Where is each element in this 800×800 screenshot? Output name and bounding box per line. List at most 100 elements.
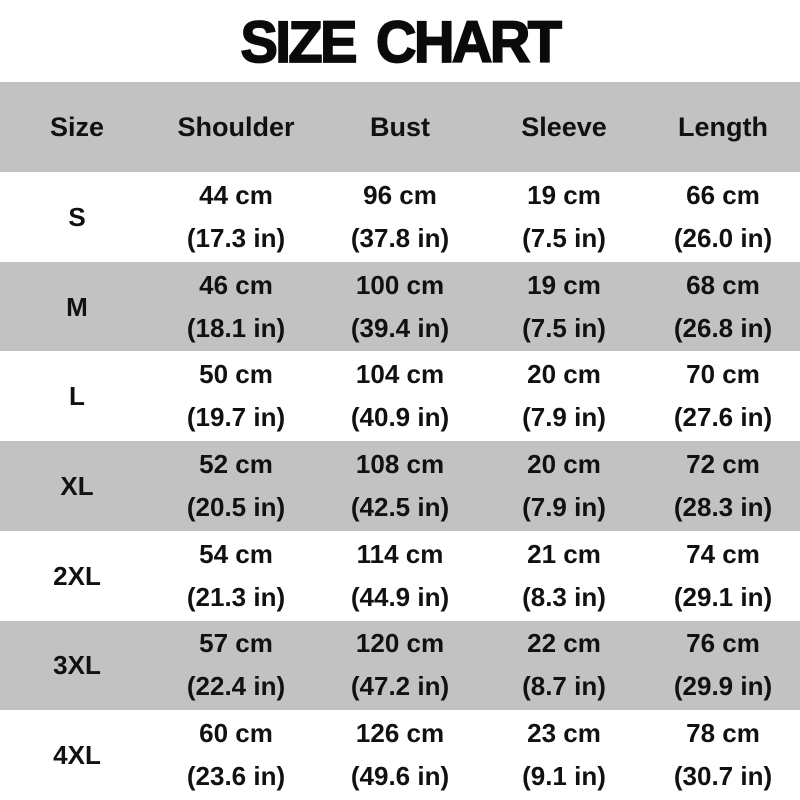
bust-cm-value: 120 cm	[355, 628, 445, 659]
bust-in-value: (39.4 in)	[350, 312, 450, 343]
sleeve-cm-value: 22 cm	[527, 628, 601, 659]
sleeve-in-value: (7.5 in)	[522, 222, 606, 253]
size-label: 4XL	[53, 740, 101, 771]
length-in-value: (27.6 in)	[673, 402, 773, 433]
size-label: L	[69, 381, 85, 412]
length-in-value: (26.0 in)	[673, 222, 773, 253]
shoulder-cm-value: 60 cm	[199, 718, 273, 749]
sleeve-cell: 23 cm (9.1 in)	[482, 710, 646, 800]
shoulder-cell: 46 cm (18.1 in)	[154, 262, 318, 352]
sleeve-cm-value: 19 cm	[527, 179, 601, 210]
bust-cell: 108 cm (42.5 in)	[318, 441, 482, 531]
bust-in-value: (47.2 in)	[350, 671, 450, 702]
table-body: S 44 cm (17.3 in) 96 cm (37.8 in) 19 cm …	[0, 172, 800, 800]
length-cell: 72 cm (28.3 in)	[646, 441, 800, 531]
length-cm-value: 74 cm	[686, 538, 760, 569]
table-row: XL 52 cm (20.5 in) 108 cm (42.5 in) 20 c…	[0, 441, 800, 531]
bust-in-value: (37.8 in)	[350, 222, 450, 253]
bust-cell: 104 cm (40.9 in)	[318, 351, 482, 441]
page-title: SIZE CHART	[240, 7, 563, 74]
length-cell: 68 cm (26.8 in)	[646, 262, 800, 352]
length-cell: 74 cm (29.1 in)	[646, 531, 800, 621]
shoulder-cell: 60 cm (23.6 in)	[154, 710, 318, 800]
shoulder-in-value: (22.4 in)	[186, 671, 286, 702]
length-cm-value: 72 cm	[686, 449, 760, 480]
bust-cm-value: 104 cm	[355, 359, 445, 390]
shoulder-cm-value: 44 cm	[199, 179, 273, 210]
table-row: M 46 cm (18.1 in) 100 cm (39.4 in) 19 cm…	[0, 261, 800, 352]
length-cm-value: 68 cm	[686, 269, 760, 300]
bust-in-value: (42.5 in)	[350, 492, 450, 523]
size-label: XL	[60, 471, 94, 502]
length-in-value: (26.8 in)	[673, 312, 773, 343]
sleeve-cell: 19 cm (7.5 in)	[482, 172, 646, 262]
bust-in-value: (40.9 in)	[350, 402, 450, 433]
table-header-row: Size Shoulder Bust Sleeve Length	[0, 82, 800, 172]
length-in-value: (30.7 in)	[673, 761, 773, 792]
bust-cm-value: 114 cm	[356, 538, 444, 569]
shoulder-cell: 52 cm (20.5 in)	[154, 441, 318, 531]
column-header-length: Length	[678, 111, 768, 142]
sleeve-cm-value: 20 cm	[527, 449, 601, 480]
length-cell: 70 cm (27.6 in)	[646, 351, 800, 441]
bust-cm-value: 108 cm	[355, 449, 445, 480]
column-header-size: Size	[49, 111, 105, 142]
shoulder-in-value: (19.7 in)	[186, 402, 286, 433]
shoulder-cell: 57 cm (22.4 in)	[154, 621, 318, 711]
length-cell: 78 cm (30.7 in)	[646, 710, 800, 800]
length-cm-value: 66 cm	[686, 179, 760, 210]
length-in-value: (29.1 in)	[673, 581, 773, 612]
sleeve-cm-value: 20 cm	[527, 359, 601, 390]
column-header-sleeve: Sleeve	[521, 111, 607, 142]
length-cell: 76 cm (29.9 in)	[646, 621, 800, 711]
size-label: M	[66, 291, 88, 322]
bust-cell: 114 cm (44.9 in)	[318, 531, 482, 621]
bust-cell: 126 cm (49.6 in)	[318, 710, 482, 800]
table-row: 2XL 54 cm (21.3 in) 114 cm (44.9 in) 21 …	[0, 530, 800, 621]
bust-cm-value: 96 cm	[363, 179, 437, 210]
table-row: S 44 cm (17.3 in) 96 cm (37.8 in) 19 cm …	[0, 172, 800, 262]
length-cm-value: 78 cm	[686, 718, 760, 749]
length-in-value: (28.3 in)	[673, 492, 773, 523]
sleeve-cell: 21 cm (8.3 in)	[482, 531, 646, 621]
shoulder-in-value: (21.3 in)	[186, 581, 286, 612]
bust-in-value: (44.9 in)	[350, 581, 450, 612]
shoulder-in-value: (17.3 in)	[186, 222, 286, 253]
shoulder-in-value: (18.1 in)	[186, 312, 286, 343]
shoulder-cell: 54 cm (21.3 in)	[154, 531, 318, 621]
shoulder-cell: 50 cm (19.7 in)	[154, 351, 318, 441]
sleeve-cm-value: 19 cm	[527, 269, 601, 300]
sleeve-in-value: (7.9 in)	[522, 492, 606, 523]
sleeve-cell: 20 cm (7.9 in)	[482, 351, 646, 441]
shoulder-cm-value: 46 cm	[199, 269, 273, 300]
shoulder-cell: 44 cm (17.3 in)	[154, 172, 318, 262]
table-row: L 50 cm (19.7 in) 104 cm (40.9 in) 20 cm…	[0, 351, 800, 442]
sleeve-cell: 20 cm (7.9 in)	[482, 441, 646, 531]
table-row: 3XL 57 cm (22.4 in) 120 cm (47.2 in) 22 …	[0, 620, 800, 711]
shoulder-cm-value: 50 cm	[199, 359, 273, 390]
shoulder-cm-value: 54 cm	[199, 538, 273, 569]
bust-cm-value: 126 cm	[355, 718, 445, 749]
size-label: 2XL	[53, 560, 101, 591]
sleeve-cm-value: 23 cm	[527, 718, 601, 749]
length-cm-value: 70 cm	[686, 359, 760, 390]
bust-cell: 100 cm (39.4 in)	[318, 262, 482, 352]
column-header-shoulder: Shoulder	[177, 111, 295, 142]
sleeve-cell: 19 cm (7.5 in)	[482, 262, 646, 352]
sleeve-in-value: (9.1 in)	[522, 761, 606, 792]
sleeve-cell: 22 cm (8.7 in)	[482, 621, 646, 711]
bust-cm-value: 100 cm	[355, 269, 445, 300]
size-label: S	[68, 201, 86, 232]
bust-cell: 96 cm (37.8 in)	[318, 172, 482, 262]
column-header-bust: Bust	[370, 111, 430, 142]
shoulder-cm-value: 57 cm	[199, 628, 273, 659]
sleeve-in-value: (7.9 in)	[522, 402, 606, 433]
length-cm-value: 76 cm	[686, 628, 760, 659]
shoulder-in-value: (23.6 in)	[186, 761, 286, 792]
table-row: 4XL 60 cm (23.6 in) 126 cm (49.6 in) 23 …	[0, 710, 800, 800]
shoulder-in-value: (20.5 in)	[186, 492, 286, 523]
sleeve-cm-value: 21 cm	[527, 538, 601, 569]
sleeve-in-value: (7.5 in)	[522, 312, 606, 343]
bust-cell: 120 cm (47.2 in)	[318, 621, 482, 711]
